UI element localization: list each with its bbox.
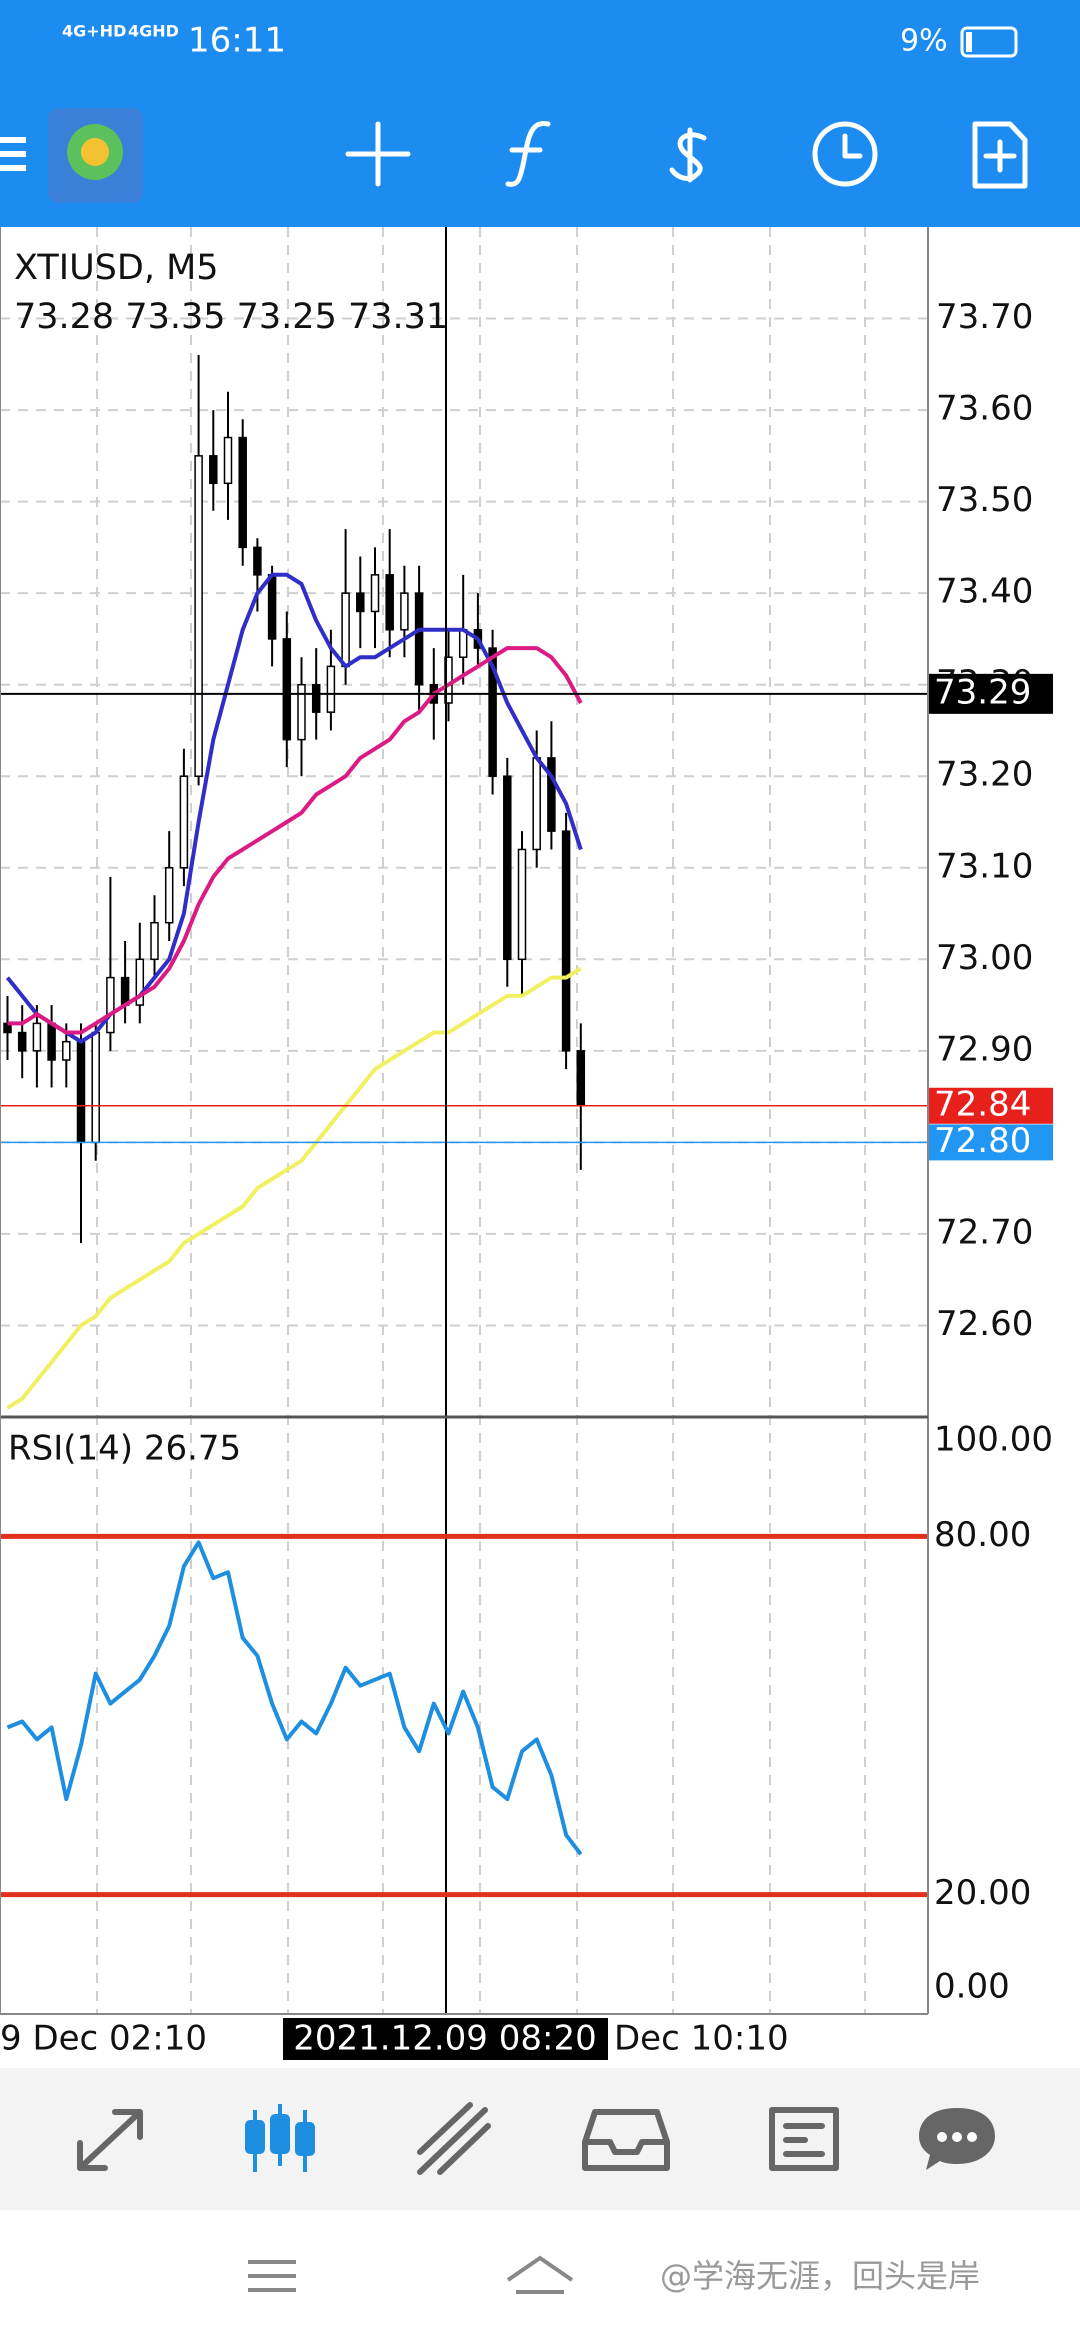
candle-body xyxy=(341,592,350,668)
y-tick-label: 72.90 xyxy=(936,1029,1033,1069)
candle-body xyxy=(576,1050,586,1107)
network-1: 4G+HD xyxy=(62,22,126,41)
candle-body xyxy=(164,867,174,924)
candle-body xyxy=(517,848,527,961)
y-tick-label: 80.00 xyxy=(934,1515,1031,1555)
chart-area: 72.6072.7072.8072.9073.0073.1073.2073.30… xyxy=(0,227,1053,2060)
top-bar xyxy=(0,0,1080,227)
candle-body xyxy=(76,1040,86,1144)
ohlc-label: 73.28 73.35 73.25 73.31 xyxy=(14,297,448,337)
battery-level xyxy=(966,32,972,52)
nav-home[interactable] xyxy=(506,2255,574,2294)
tab-trade[interactable] xyxy=(417,2102,491,2175)
y-tick-label: 73.40 xyxy=(936,572,1033,612)
candle-body xyxy=(311,683,321,713)
menu-button[interactable] xyxy=(0,137,26,171)
moving-average xyxy=(7,646,583,1035)
candle-body xyxy=(370,574,380,613)
y-tick-label: 100.00 xyxy=(934,1420,1053,1460)
symbol-title: XTIUSD, M5 xyxy=(14,248,219,288)
candle-body xyxy=(326,665,336,713)
watermark: @学海无涯，回头是岸 xyxy=(660,2257,980,2295)
battery-text: 9% xyxy=(900,24,948,59)
candle-body xyxy=(414,592,424,686)
candle-body xyxy=(400,592,409,631)
candle-body xyxy=(488,647,497,777)
candle-body xyxy=(238,436,247,549)
tab-chat[interactable] xyxy=(919,2108,995,2170)
indicator-title: RSI(14) 26.75 xyxy=(8,1429,241,1469)
candle-body xyxy=(385,574,394,631)
candle-body xyxy=(223,436,233,485)
tab-quotes[interactable] xyxy=(77,2109,143,2171)
candle-body xyxy=(267,574,277,640)
candle-body xyxy=(194,455,203,777)
crosshair-time-label: 2021.12.09 08:20 xyxy=(293,2019,596,2059)
y-tick-label: 0.00 xyxy=(934,1967,1010,2007)
candle-body xyxy=(120,976,130,1006)
tab-history[interactable] xyxy=(582,2109,670,2171)
candle-body xyxy=(532,757,541,851)
candle-body xyxy=(253,546,262,576)
x-tick-label: 9 Dec 02:10 xyxy=(0,2019,207,2059)
x-tick-label: Dec 10:10 xyxy=(614,2019,789,2059)
app-logo[interactable] xyxy=(48,108,143,203)
y-tick-label: 72.70 xyxy=(936,1212,1033,1252)
indicators-button[interactable] xyxy=(505,121,551,187)
candle-body xyxy=(62,1040,71,1061)
tab-news[interactable] xyxy=(769,2107,839,2171)
network-2: 4GHD xyxy=(128,22,179,41)
y-tick-label: 73.50 xyxy=(936,480,1033,520)
tab-bar xyxy=(0,2068,1080,2210)
tab-chart[interactable] xyxy=(245,2104,315,2172)
candle-body xyxy=(356,592,365,613)
price-label: 72.84 xyxy=(934,1084,1031,1124)
candle-body xyxy=(135,958,145,1006)
rsi-line xyxy=(6,1540,583,1856)
candle-body xyxy=(503,775,512,961)
y-tick-label: 73.10 xyxy=(936,846,1033,886)
y-tick-label: 73.00 xyxy=(936,938,1033,978)
candle-body xyxy=(179,775,189,869)
candle-body xyxy=(547,757,556,832)
crosshair-price-label: 73.29 xyxy=(934,672,1031,712)
y-tick-label: 73.20 xyxy=(936,755,1033,795)
price-label-box xyxy=(928,1087,1053,1124)
y-tick-label: 72.60 xyxy=(936,1304,1033,1344)
battery-icon xyxy=(960,26,1018,58)
crosshair-button[interactable] xyxy=(345,121,411,187)
candle-body xyxy=(106,976,115,1034)
timeframe-button[interactable] xyxy=(812,121,878,187)
candle-body xyxy=(150,921,159,961)
candle-body xyxy=(17,1031,27,1052)
candle-body xyxy=(561,830,571,1052)
nav-menu[interactable] xyxy=(248,2260,296,2292)
y-tick-label: 20.00 xyxy=(934,1873,1031,1913)
trade-button[interactable] xyxy=(669,127,707,183)
price-label: 72.80 xyxy=(934,1121,1031,1161)
price-label-box xyxy=(928,1124,1053,1161)
moving-average xyxy=(5,572,583,1044)
candle-body xyxy=(32,1022,42,1052)
candle-body xyxy=(209,455,218,485)
candle-body xyxy=(458,629,468,658)
status-time: 16:11 xyxy=(188,21,286,61)
y-tick-label: 73.60 xyxy=(936,389,1033,429)
candle-body xyxy=(91,1031,100,1144)
crosshair-label-box xyxy=(928,673,1053,714)
candle-body xyxy=(47,1022,56,1061)
crosshair-time-box xyxy=(283,2018,608,2060)
candle-body xyxy=(297,683,306,741)
new-order-button[interactable] xyxy=(972,121,1028,189)
y-tick-label: 73.70 xyxy=(936,297,1033,337)
candle-body xyxy=(282,638,292,741)
moving-average xyxy=(6,966,582,1410)
